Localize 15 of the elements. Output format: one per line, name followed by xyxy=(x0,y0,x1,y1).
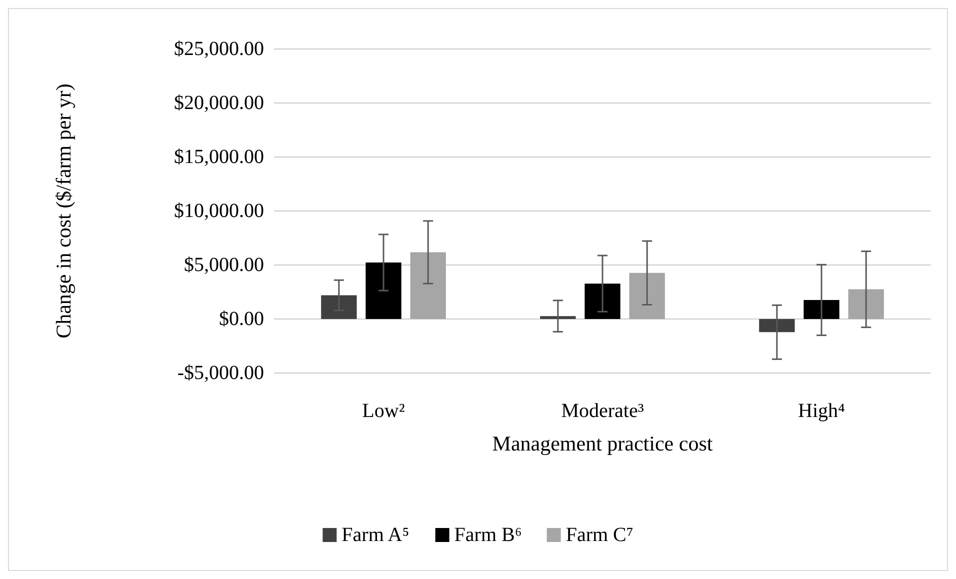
y-axis-title: Change in cost ($/farm per yr) xyxy=(52,84,76,338)
x-tick-label: Moderate³ xyxy=(561,400,644,422)
x-axis-title: Management practice cost xyxy=(492,432,713,456)
x-tick-label: High⁴ xyxy=(798,400,846,422)
legend-label: Farm B⁶ xyxy=(454,524,522,546)
legend-label: Farm A⁵ xyxy=(342,524,410,546)
y-tick-label: $10,000.00 xyxy=(174,200,264,222)
x-tick-label: Low² xyxy=(362,400,405,422)
y-tick-label: $15,000.00 xyxy=(174,146,264,168)
y-tick-label: $5,000.00 xyxy=(184,254,264,276)
y-tick-label: $0.00 xyxy=(219,308,264,330)
y-tick-label: $20,000.00 xyxy=(174,92,264,114)
legend-label: Farm C⁷ xyxy=(566,524,634,546)
y-tick-label: $25,000.00 xyxy=(174,38,264,60)
y-tick-label: -$5,000.00 xyxy=(177,362,264,384)
